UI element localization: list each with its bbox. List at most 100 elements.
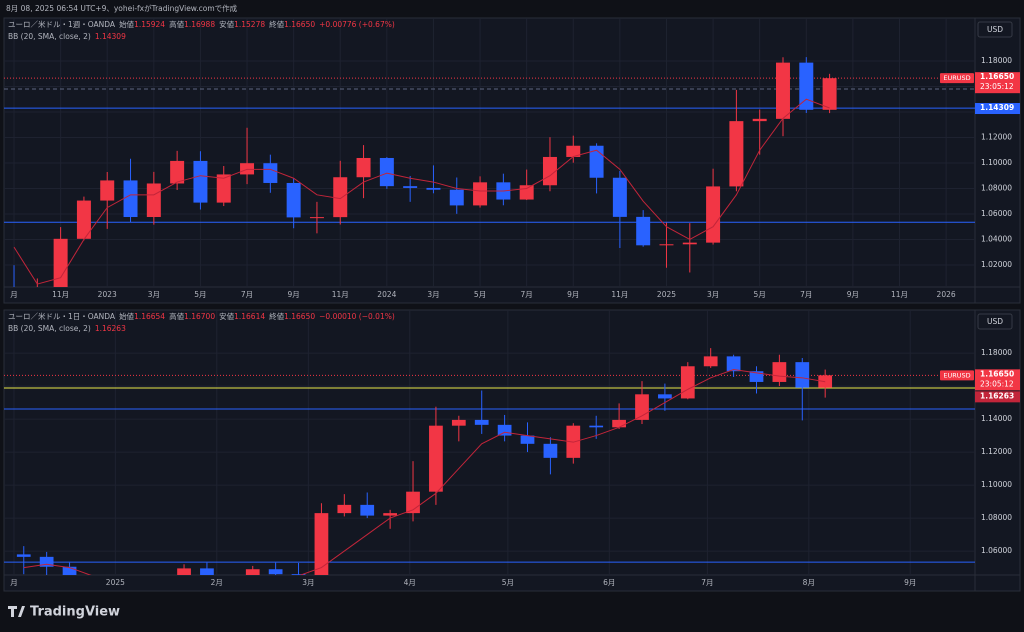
- currency-label: USD: [987, 317, 1003, 326]
- candle-body: [449, 189, 464, 206]
- x-tick-label: 7月: [521, 290, 533, 299]
- symbol-tag-label: EURUSD: [943, 74, 970, 82]
- field-label: 高値: [169, 19, 184, 29]
- candle-body: [659, 244, 674, 246]
- x-tick-label: 11月: [891, 290, 908, 299]
- y-tick-label: 1.10000: [981, 158, 1012, 167]
- candle-body: [752, 118, 767, 122]
- candle-body: [200, 568, 214, 575]
- y-tick-label: 1.04000: [981, 234, 1012, 243]
- brand-name: TradingView: [30, 605, 120, 620]
- field-value: 1.16654: [134, 312, 165, 321]
- candle-body: [240, 163, 255, 175]
- candle-body: [100, 180, 115, 201]
- price-tag: [975, 369, 1020, 391]
- x-tick-label: 2月: [211, 578, 223, 587]
- price-tag-label: 1.16650: [980, 72, 1014, 81]
- bb-basis-line: [13, 98, 830, 285]
- candle-body: [519, 185, 534, 200]
- symbol-name: ユーロ／米ドル・1週・OANDA: [8, 19, 116, 29]
- candle-body: [170, 160, 185, 184]
- candle-body: [473, 182, 488, 206]
- currency-box: [977, 21, 1013, 38]
- x-tick-label: 7月: [800, 290, 812, 299]
- x-tick-label: 2023: [98, 290, 117, 299]
- symbol-name: ユーロ／米ドル・1日・OANDA: [8, 311, 116, 321]
- candle-body: [403, 186, 418, 188]
- candle-body: [542, 156, 557, 186]
- candle-body: [16, 554, 31, 557]
- y-tick-label: 1.06000: [981, 546, 1012, 555]
- candle-body: [589, 425, 604, 428]
- y-tick-label: 1.14000: [981, 414, 1012, 423]
- candle-body: [379, 157, 394, 187]
- candle-body: [333, 177, 348, 218]
- logo-mark: [8, 606, 25, 617]
- bb-name: BB (20, SMA, close, 2): [8, 32, 91, 41]
- symbol-tag-label: EURUSD: [943, 371, 970, 379]
- field-value: 1.16988: [184, 20, 215, 29]
- y-tick-label: 1.08000: [981, 183, 1012, 192]
- y-tick-label: 1.18000: [981, 348, 1012, 357]
- candle-body: [682, 242, 697, 245]
- candle-body: [636, 216, 651, 246]
- x-tick-label: 9月: [288, 290, 300, 299]
- chart-panel: [3, 309, 1021, 592]
- candle-body: [706, 186, 721, 243]
- symbol-tag: [940, 73, 974, 84]
- candle-body: [39, 556, 54, 567]
- field-value: 1.16614: [234, 312, 265, 321]
- field-value: 1.15924: [134, 20, 165, 29]
- x-tick-label: 3月: [427, 290, 439, 299]
- candle-body: [749, 371, 764, 382]
- x-tick-label: 3月: [302, 578, 314, 587]
- candle-body: [612, 419, 626, 428]
- candle-body: [680, 366, 695, 399]
- x-tick-label: 2024: [377, 290, 396, 299]
- bb-tag: [975, 391, 1020, 403]
- candle-body: [309, 217, 324, 219]
- candle-body: [146, 183, 161, 218]
- x-tick-label: 5月: [754, 290, 766, 299]
- candle-body: [772, 362, 787, 382]
- candle-body: [822, 78, 837, 110]
- bb-tag: [975, 103, 1020, 115]
- candle-body: [62, 566, 77, 575]
- y-tick-label: 1.12000: [981, 132, 1012, 141]
- ohlc-legend: ユーロ／米ドル・1日・OANDA 始値1.16654 高値1.16700 安値1.16…: [8, 311, 395, 321]
- x-tick-label: 月: [10, 578, 18, 587]
- x-tick-label: 7月: [701, 578, 713, 587]
- field-value: 1.15278: [234, 20, 265, 29]
- x-tick-label: 9月: [567, 290, 579, 299]
- candle-body: [429, 425, 443, 492]
- bb-basis-line: [23, 369, 826, 575]
- y-tick-label: 1.18000: [981, 56, 1012, 65]
- x-tick-label: 8月: [803, 578, 815, 587]
- x-tick-label: 2025: [106, 578, 125, 587]
- candle-body: [383, 513, 397, 516]
- candle-body: [193, 160, 208, 203]
- brand-logo: TradingView: [8, 605, 120, 620]
- y-tick-label: 1.08000: [981, 513, 1012, 522]
- candle-body: [216, 174, 231, 203]
- candle-body: [426, 187, 441, 190]
- bb-legend: BB (20, SMA, close, 2) 1.14309: [8, 32, 126, 41]
- header: 8月 08, 2025 06:54 UTC+9、yohei-fxがTrading…: [6, 3, 238, 13]
- field-value: 1.16650: [284, 20, 315, 29]
- y-tick-label: 1.12000: [981, 447, 1012, 456]
- currency-box: [977, 313, 1013, 330]
- candle-body: [729, 121, 744, 187]
- x-tick-label: 11月: [611, 290, 628, 299]
- x-tick-label: 9月: [904, 578, 916, 587]
- x-tick-label: 月: [10, 290, 18, 299]
- bb-value: 1.16263: [95, 324, 126, 333]
- candle-body: [474, 419, 489, 425]
- candle-body: [775, 62, 790, 119]
- candle-body: [177, 568, 191, 575]
- plot-area: [4, 18, 975, 287]
- candle-body: [337, 504, 352, 514]
- x-tick-label: 11月: [332, 290, 349, 299]
- field-label: 始値: [119, 311, 134, 321]
- candle-body: [497, 424, 512, 436]
- candle-body: [566, 145, 581, 157]
